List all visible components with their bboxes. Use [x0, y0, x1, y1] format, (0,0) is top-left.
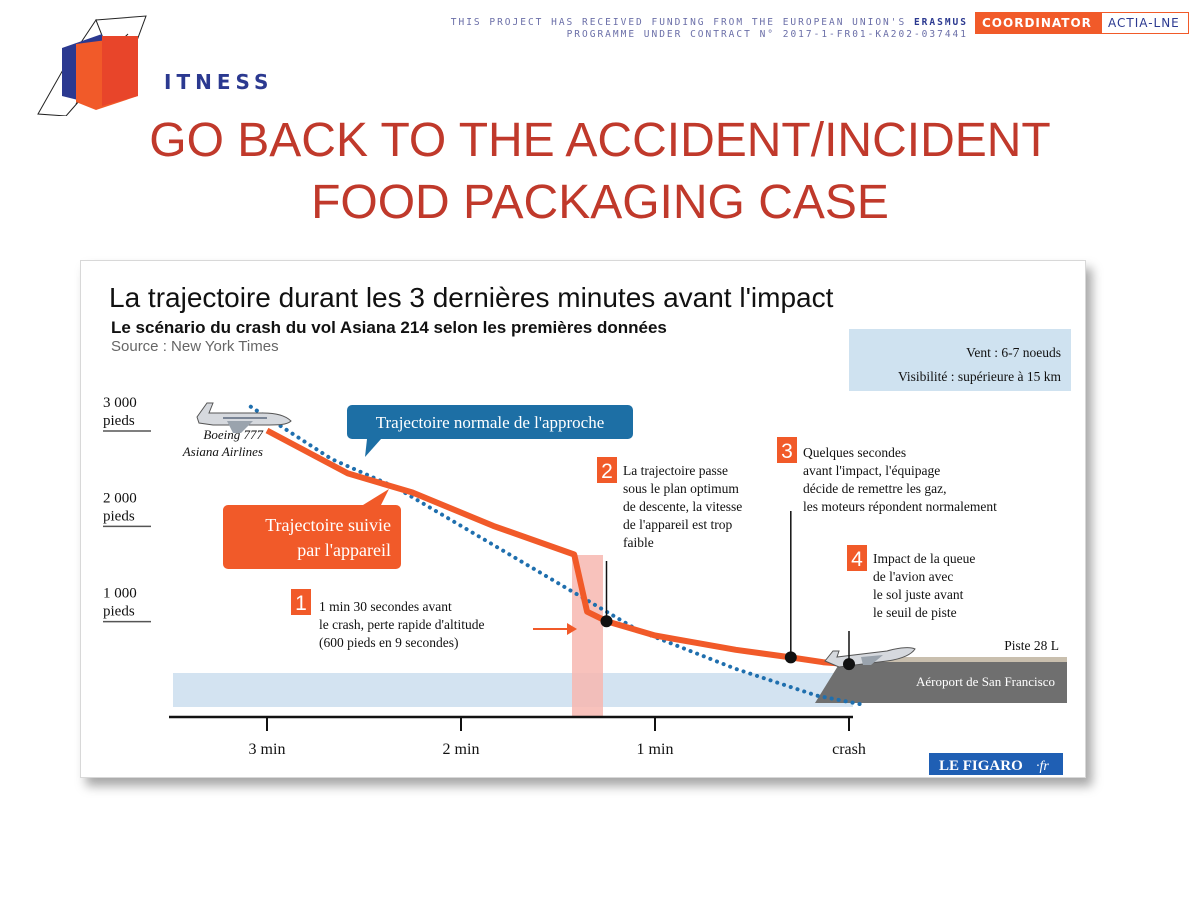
logo-letter: F	[146, 70, 160, 94]
figaro-brand-suffix: ·fr	[1036, 759, 1049, 774]
slide-title-line1: GO BACK TO THE ACCIDENT/INCIDENT	[149, 114, 1051, 167]
annotation-4-number: 4	[851, 548, 863, 571]
annotation-4-badge	[847, 545, 867, 571]
annotation-3-line-2: décide de remettre les gaz,	[803, 481, 947, 496]
annotation-1-line-2: (600 pieds en 9 secondes)	[319, 635, 458, 650]
coordinator-badge: COORDINATOR ACTIA-LNE	[975, 12, 1189, 34]
coordinator-label: COORDINATOR	[976, 13, 1102, 33]
logo-word: ITNESS	[164, 70, 274, 94]
runway-strip	[829, 657, 1067, 662]
y-tick-unit-2: pieds	[103, 604, 135, 620]
annotation-2-line-4: faible	[623, 535, 654, 550]
chart-subtitle: Le scénario du crash du vol Asiana 214 s…	[111, 318, 667, 337]
annotation-3-number: 3	[781, 440, 793, 463]
marker-2	[600, 615, 613, 628]
actual-trajectory-label-line2: par l'appareil	[297, 540, 391, 560]
weather-visibility: Visibilité : supérieure à 15 km	[898, 369, 1062, 384]
annotation-2-badge	[597, 457, 617, 483]
markers	[600, 615, 855, 671]
x-tick-label-0: 3 min	[249, 741, 286, 758]
runway-label: Piste 28 L	[1004, 638, 1059, 653]
annotation-4-line-1: de l'avion avec	[873, 569, 953, 584]
erasmus-brand: ERASMUS	[913, 17, 968, 28]
funding-line2: PROGRAMME UNDER CONTRACT N° 2017-1-FR01-…	[566, 29, 968, 40]
annotation-2-line-0: La trajectoire passe	[623, 463, 728, 478]
annotation-1-line-1: le crash, perte rapide d'altitude	[319, 617, 484, 632]
chart-title: La trajectoire durant les 3 dernières mi…	[109, 282, 834, 313]
fitness-logo: F ITNESS	[36, 14, 276, 117]
marker-4	[843, 658, 855, 671]
annotation-2-line-1: sous le plan optimum	[623, 481, 739, 496]
altitude-loss-zone	[572, 555, 603, 717]
book-logo-icon	[37, 15, 147, 117]
annotation-3-badge	[777, 437, 797, 463]
infographic-frame: La trajectoire durant les 3 dernières mi…	[80, 260, 1086, 778]
marker-leaders	[605, 511, 850, 665]
x-tick-label-1: 2 min	[443, 741, 480, 758]
actual-trajectory-label-line1: Trajectoire suivie	[265, 515, 391, 535]
plane-top-icon	[196, 402, 292, 433]
figaro-logo	[929, 753, 1063, 775]
normal-approach-label: Trajectoire normale de l'approche	[376, 413, 605, 432]
chart-source: Source : New York Times	[111, 338, 279, 355]
airport-ground	[815, 661, 1067, 703]
funding-line1: THIS PROJECT HAS RECEIVED FUNDING FROM T…	[450, 17, 907, 28]
annotation-3-line-0: Quelques secondes	[803, 445, 906, 460]
slide-title-line2: FOOD PACKAGING CASE	[311, 176, 889, 229]
y-tick-label-2: 1 000	[103, 586, 137, 602]
ground-band	[173, 673, 853, 707]
y-ticks: 3 000 pieds 2 000 pieds 1 000 pieds	[103, 395, 151, 623]
annotations: 1 1 min 30 secondes avant le crash, perte …	[291, 437, 997, 650]
slide-title: GO BACK TO THE ACCIDENT/INCIDENT FOOD PA…	[0, 110, 1200, 234]
annotation-1-badge	[291, 589, 311, 615]
annotation-2-line-3: de l'appareil est trop	[623, 517, 733, 532]
x-tick-label-3: crash	[832, 741, 866, 758]
marker-3	[784, 651, 797, 664]
annotation-4-line-2: le sol juste avant	[873, 587, 964, 602]
funding-notice: THIS PROJECT HAS RECEIVED FUNDING FROM T…	[451, 17, 968, 41]
normal-approach-badge	[347, 405, 633, 439]
annotation-4-line-3: le seuil de piste	[873, 605, 957, 620]
trajectory-chart: La trajectoire durant les 3 dernières mi…	[103, 282, 1071, 775]
y-tick-unit-0: pieds	[103, 413, 135, 429]
x-ticks: 3 min 2 min 1 min crash	[249, 717, 866, 758]
coordinator-name: ACTIA-LNE	[1108, 16, 1180, 30]
figaro-brand: LE FIGARO	[939, 758, 1023, 774]
x-tick-label-2: 1 min	[637, 741, 674, 758]
actual-trajectory-badge	[223, 505, 401, 569]
plane-airline: Asiana Airlines	[182, 444, 263, 459]
annotation-1-line-0: 1 min 30 secondes avant	[319, 599, 452, 614]
annotation-2-number: 2	[601, 460, 613, 483]
annotation-1-number: 1	[295, 592, 307, 615]
normal-approach-line	[248, 404, 868, 708]
annotation-3-line-1: avant l'impact, l'équipage	[803, 463, 940, 478]
annotation-4-line-0: Impact de la queue	[873, 551, 975, 566]
weather-box	[849, 329, 1071, 391]
y-tick-label-1: 2 000	[103, 490, 137, 506]
annotation-3-line-3: les moteurs répondent normalement	[803, 499, 997, 514]
weather-wind: Vent : 6-7 noeuds	[966, 345, 1061, 360]
y-tick-label-0: 3 000	[103, 395, 137, 411]
annotation-2-line-2: de descente, la vitesse	[623, 499, 742, 514]
plane-model: Boeing 777	[203, 427, 263, 442]
airport-label: Aéroport de San Francisco	[916, 674, 1055, 689]
y-tick-unit-1: pieds	[103, 508, 135, 524]
